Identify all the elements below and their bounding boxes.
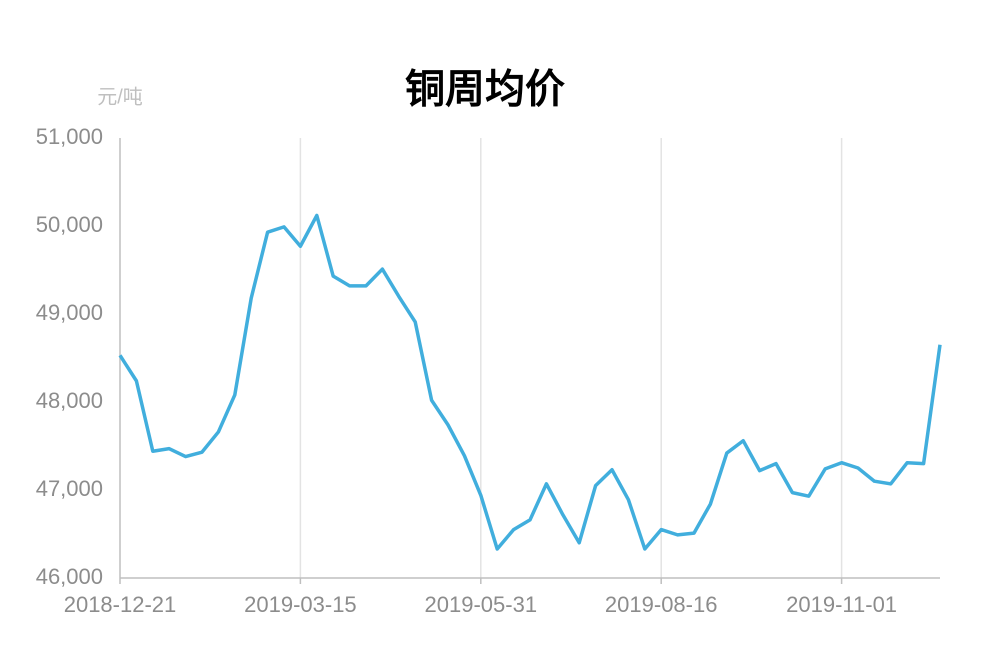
series-line: [118, 213, 942, 551]
x-tick-label: 2019-03-15: [244, 592, 357, 617]
y-tick-label: 47,000: [36, 476, 103, 501]
x-tick-label: 2019-08-16: [605, 592, 718, 617]
x-tick-label: 2018-12-21: [64, 592, 177, 617]
x-tick-label: 2019-11-01: [786, 592, 897, 617]
y-tick-label: 46,000: [36, 564, 103, 589]
y-tick-label: 48,000: [36, 388, 103, 413]
y-tick-label: 50,000: [36, 212, 103, 237]
chart-title: 铜周均价: [405, 68, 565, 112]
x-tick-label: 2019-05-31: [425, 592, 538, 617]
y-axis-unit: 元/吨: [97, 85, 143, 108]
y-tick-label: 51,000: [36, 124, 103, 149]
y-tick-label: 49,000: [36, 300, 103, 325]
